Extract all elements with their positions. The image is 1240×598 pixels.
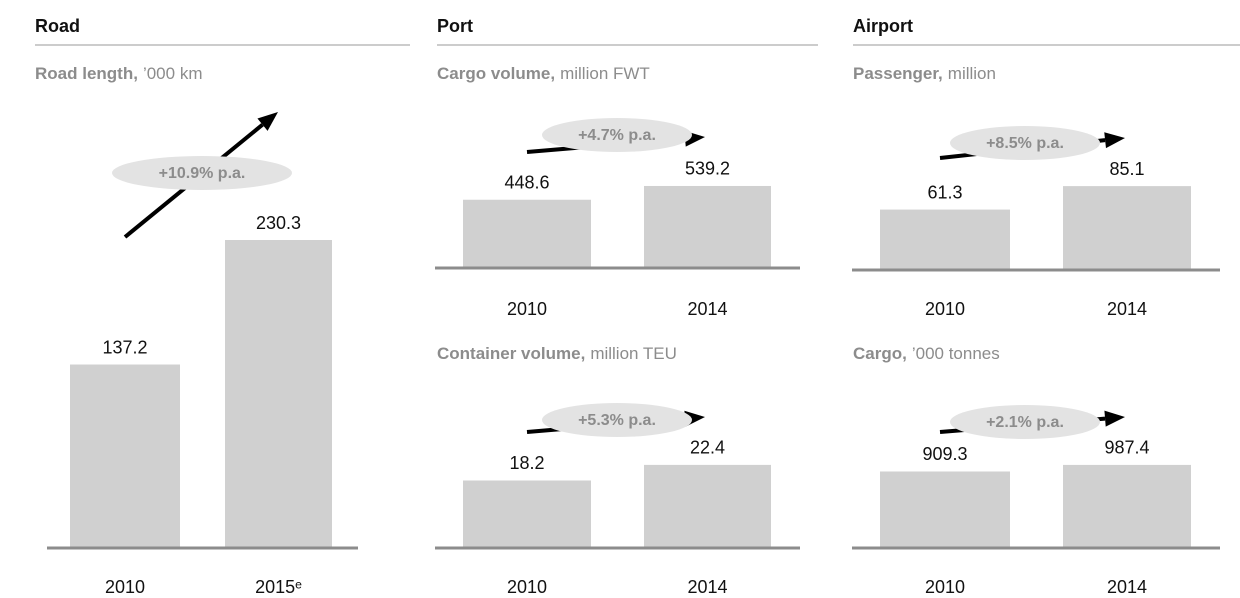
annotation: +10.9% p.a. [159,165,246,182]
chart-title-bold: Road length, [35,64,138,83]
chart-title: Cargo volume, million FWT [437,64,650,83]
x-tick-label: 2010 [507,299,547,319]
annotation-bubble [542,118,692,152]
section-header: Road [35,16,80,36]
annotation: +8.5% p.a. [986,135,1064,152]
x-tick-label: 2010 [925,299,965,319]
bar [880,471,1010,548]
value-label: 448.6 [504,172,549,192]
chart-title-bold: Cargo, [853,344,907,363]
chart-unit: million [948,64,996,83]
chart-title-bold: Cargo volume, [437,64,555,83]
value-label: 987.4 [1104,438,1149,458]
value-label: 22.4 [690,438,725,458]
x-tick-label: 2010 [105,577,145,597]
bar [1063,186,1191,270]
trend-arrowhead [1104,132,1125,149]
annotation: +4.7% p.a. [578,127,656,144]
section-header: Airport [853,16,913,36]
section-header: Port [437,16,473,36]
chart-title-bold: Passenger, [853,64,943,83]
value-label: 18.2 [509,453,544,473]
x-tick-label: 2014 [1107,577,1147,597]
annotation-bubble [950,405,1100,439]
bar [644,185,771,268]
x-tick-label: 2010 [925,577,965,597]
x-tick-label: 2014 [1107,299,1147,319]
chart-unit: ’000 tonnes [912,344,1000,363]
bar [463,480,591,548]
trend-arrowhead [257,112,278,131]
chart-title: Cargo, ’000 tonnes [853,344,1000,363]
value-label: 85.1 [1109,159,1144,179]
bar [1063,464,1191,548]
value-label: 137.2 [102,337,147,357]
bar [880,209,1010,270]
annotation-bubble [542,403,692,437]
chart-unit: million FWT [560,64,650,83]
value-label: 230.3 [256,213,301,233]
value-label: 539.2 [685,159,730,179]
trend-arrowhead [1104,410,1125,427]
chart-title: Container volume, million TEU [437,344,677,363]
x-tick-label: 2014 [687,577,727,597]
chart-unit: million TEU [590,344,677,363]
annotation: +5.3% p.a. [578,412,656,429]
value-label: 61.3 [927,182,962,202]
x-tick-label: 2015ᵉ [255,577,302,597]
bar [644,464,771,548]
chart-title-bold: Container volume, [437,344,585,363]
chart-title: Road length, ’000 km [35,64,202,83]
chart-unit: ’000 km [143,64,203,83]
value-label: 909.3 [922,444,967,464]
bar [463,199,591,268]
bar [70,364,180,548]
annotation: +2.1% p.a. [986,414,1064,431]
annotation-bubble [950,126,1100,160]
annotation-bubble [112,156,292,190]
x-tick-label: 2014 [687,299,727,319]
chart-title: Passenger, million [853,64,996,83]
bar [225,240,332,548]
x-tick-label: 2010 [507,577,547,597]
